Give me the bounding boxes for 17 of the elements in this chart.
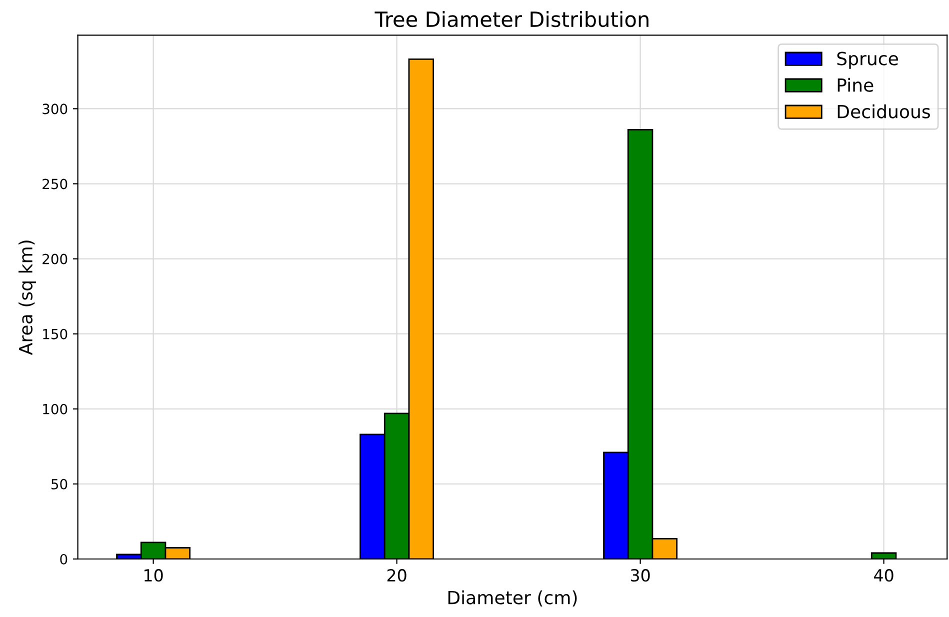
- x-tick-label: 20: [387, 569, 406, 582]
- y-tick-label: 100: [43, 404, 68, 414]
- x-tick-label: 40: [874, 569, 894, 582]
- legend-label: Pine: [838, 78, 874, 92]
- y-tick-label: 50: [51, 478, 68, 490]
- y-axis-title: Area (sq km): [18, 240, 36, 355]
- y-tick-label: 150: [43, 328, 68, 340]
- chart-title: Tree Diameter Distribution: [374, 11, 648, 28]
- y-tick-label: 300: [42, 104, 68, 114]
- legend-label: Deciduous: [838, 104, 930, 118]
- x-tick-label: 30: [630, 569, 650, 582]
- legend-label: Spruce: [837, 52, 898, 69]
- y-tick-label: 200: [42, 254, 68, 264]
- y-tick-label: 250: [42, 178, 68, 190]
- x-tick-label: 10: [144, 569, 163, 582]
- x-axis-title: Diameter (cm): [448, 590, 577, 607]
- y-tick-label: 0: [60, 554, 68, 564]
